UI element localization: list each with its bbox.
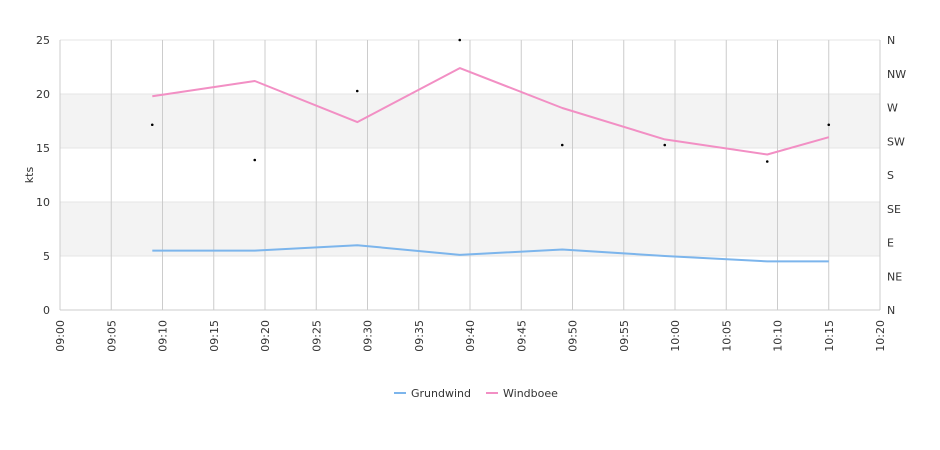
x-tick-label: 09:50: [567, 320, 580, 352]
x-tick-label: 09:00: [54, 320, 67, 352]
series-line-grundwind: [152, 244, 829, 263]
series-line-windboee: [152, 67, 830, 156]
x-tick-label: 09:10: [157, 320, 170, 352]
x-tick-label: 09:05: [105, 320, 118, 352]
direction-point: [458, 38, 462, 42]
legend: Grundwind Windboee: [394, 387, 558, 400]
y2-tick-label: SE: [887, 203, 901, 216]
y-tick-label: 25: [36, 34, 50, 47]
y-tick-label: 15: [36, 142, 50, 155]
direction-point: [827, 123, 831, 127]
direction-points: [150, 38, 831, 163]
y2-tick-label: S: [887, 169, 894, 182]
x-tick-label: 09:55: [618, 320, 631, 352]
x-tick-label: 10:20: [874, 320, 887, 352]
legend-label: Grundwind: [411, 387, 471, 400]
x-tick-label: 10:00: [669, 320, 682, 352]
y2-tick-label: NE: [887, 270, 902, 283]
x-tick-label: 10:10: [772, 320, 785, 352]
x-tick-label: 09:35: [413, 320, 426, 352]
direction-point: [560, 143, 564, 147]
grid-lines: [59, 39, 881, 311]
y-tick-label: 20: [36, 88, 50, 101]
x-tick-label: 09:20: [259, 320, 272, 352]
y2-tick-label: W: [887, 102, 898, 115]
y2-tick-label: E: [887, 237, 894, 250]
legend-label: Windboee: [503, 387, 558, 400]
y-tick-label: 0: [43, 304, 50, 317]
x-tick-label: 09:25: [310, 320, 323, 352]
y-tick-label: 5: [43, 250, 50, 263]
y2-tick-label: N: [887, 34, 895, 47]
direction-point: [150, 123, 154, 127]
y-tick-label: 10: [36, 196, 50, 209]
direction-point: [765, 160, 769, 163]
x-tick-label: 09:15: [208, 320, 221, 352]
x-tick-label: 09:40: [464, 320, 477, 352]
y2-tick-label: SW: [887, 135, 905, 148]
x-axis-ticks: 09:00 09:05 09:10 09:15 09:20 09:25 09:30 09:35…: [54, 320, 887, 352]
y-axis-ticks: 0 5 10 15 20 25: [36, 34, 50, 317]
direction-point: [253, 158, 257, 162]
y2-axis-ticks: N NE E SE S SW W NW N: [887, 34, 906, 317]
direction-point: [663, 143, 667, 147]
x-tick-label: 09:30: [362, 320, 375, 352]
x-tick-label: 09:45: [515, 320, 528, 352]
legend-item-windboee[interactable]: Windboee: [486, 387, 558, 400]
y-axis-label: kts: [23, 167, 36, 184]
x-tick-label: 10:05: [720, 320, 733, 352]
legend-item-grundwind[interactable]: Grundwind: [394, 387, 471, 400]
x-tick-label: 10:15: [823, 320, 836, 352]
y2-tick-label: N: [887, 304, 895, 317]
series-lines: [152, 67, 830, 263]
y2-tick-label: NW: [887, 68, 906, 81]
direction-point: [355, 89, 359, 93]
